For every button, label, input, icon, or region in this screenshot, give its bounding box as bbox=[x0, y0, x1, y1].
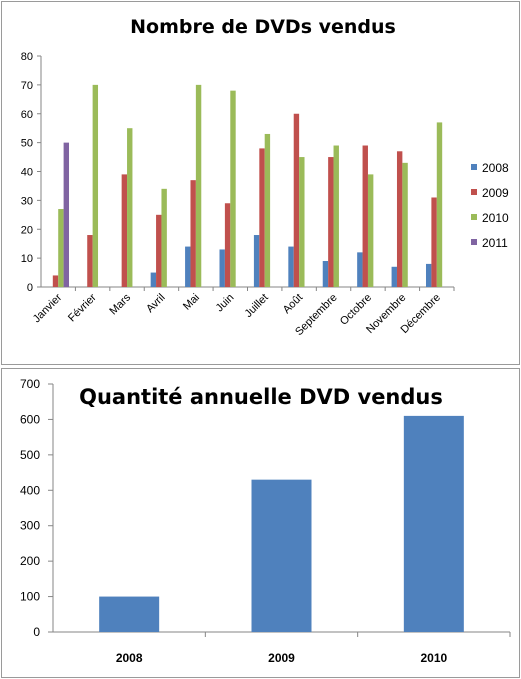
legend-swatch-2011 bbox=[471, 239, 477, 245]
bar-2009 bbox=[396, 151, 403, 287]
bar-2010 bbox=[92, 84, 99, 287]
bar-2008 bbox=[425, 263, 432, 287]
bar-2009 bbox=[224, 203, 231, 287]
bar-2009 bbox=[259, 148, 265, 287]
bar-2010 bbox=[230, 90, 236, 288]
x-tick-label: Février bbox=[66, 291, 99, 324]
bar-2010 bbox=[161, 188, 167, 287]
bar-2011 bbox=[63, 142, 70, 287]
bar-2008 bbox=[150, 272, 157, 287]
bar-2010 bbox=[58, 209, 64, 287]
legend-label: 2011 bbox=[482, 236, 508, 250]
bar-2010 bbox=[195, 84, 202, 287]
bar-2010 bbox=[367, 174, 374, 287]
bar-2008 bbox=[185, 246, 191, 287]
x-tick-label: Août bbox=[281, 292, 305, 316]
y-tick-label: 0 bbox=[33, 625, 40, 639]
bar-2009 bbox=[293, 113, 300, 287]
y-tick-label: 200 bbox=[20, 554, 40, 568]
monthly-chart-panel: Nombre de DVDs vendus 0 10 20 30 40 50 60 70 80 J… bbox=[1, 1, 520, 365]
x-tick-label: 2009 bbox=[268, 651, 295, 665]
bar-2009 bbox=[362, 145, 368, 287]
chart-title: Quantité annuelle DVD vendus bbox=[79, 385, 443, 409]
bar-2008 bbox=[322, 261, 329, 287]
y-tick-label: 60 bbox=[21, 109, 33, 121]
legend-swatch-2009 bbox=[471, 189, 477, 195]
bar-2010 bbox=[436, 122, 443, 287]
x-tick-label: Mars bbox=[107, 291, 133, 317]
bar-2009 bbox=[328, 157, 334, 287]
bar-2009 bbox=[121, 174, 128, 287]
y-tick-label: 80 bbox=[21, 51, 33, 63]
legend-label: 2008 bbox=[482, 161, 509, 175]
x-tick-label: Juillet bbox=[242, 292, 270, 320]
bar bbox=[99, 596, 160, 632]
y-tick-label: 100 bbox=[20, 590, 40, 604]
y-tick-label: 600 bbox=[20, 412, 40, 426]
y-tick-label: 20 bbox=[21, 224, 33, 236]
x-tick-label: 2008 bbox=[116, 651, 143, 665]
bar-2009 bbox=[431, 197, 437, 287]
bar bbox=[403, 415, 464, 632]
legend-label: 2009 bbox=[482, 186, 509, 200]
bar-2008 bbox=[253, 235, 260, 287]
bar-2008 bbox=[219, 249, 225, 287]
bar-2010 bbox=[127, 128, 133, 287]
bar-2009 bbox=[52, 275, 59, 287]
x-tick-label: Mai bbox=[181, 292, 202, 313]
bar-2010 bbox=[333, 145, 339, 287]
bar-2010 bbox=[402, 162, 408, 287]
chart-title: Nombre de DVDs vendus bbox=[130, 16, 396, 38]
y-tick-label: 50 bbox=[21, 138, 33, 150]
monthly-dvd-sales-chart: Nombre de DVDs vendus 0 10 20 30 40 50 60 70 80 J… bbox=[21, 16, 509, 338]
x-tick-label: Janvier bbox=[31, 291, 65, 325]
bar-2008 bbox=[357, 252, 363, 287]
y-tick-label: 40 bbox=[21, 167, 33, 179]
y-tick-label: 300 bbox=[20, 519, 40, 533]
y-tick-label: 500 bbox=[20, 448, 40, 462]
x-tick-label: 2010 bbox=[420, 651, 447, 665]
y-tick-label: 700 bbox=[20, 377, 40, 391]
bar-2008 bbox=[391, 266, 397, 287]
annual-chart-panel: Quantité annuelle DVD vendus 0 100 200 300 4… bbox=[1, 368, 520, 678]
bar-2009 bbox=[156, 214, 162, 287]
bar bbox=[251, 479, 312, 632]
bar-2009 bbox=[87, 235, 93, 287]
bar-2009 bbox=[190, 180, 196, 287]
legend-label: 2010 bbox=[482, 211, 509, 225]
y-tick-label: 10 bbox=[21, 253, 33, 265]
legend-swatch-2008 bbox=[471, 164, 477, 170]
bar-2008 bbox=[288, 246, 294, 287]
y-tick-label: 70 bbox=[21, 80, 33, 92]
bar-2010 bbox=[264, 133, 271, 287]
y-tick-label: 30 bbox=[21, 195, 33, 207]
y-tick-label: 0 bbox=[27, 282, 33, 294]
x-tick-label: Juin bbox=[214, 292, 237, 315]
y-tick-label: 400 bbox=[20, 483, 40, 497]
x-tick-label: Avril bbox=[144, 292, 167, 315]
bar-2010 bbox=[299, 157, 305, 287]
annual-dvd-sales-chart: Quantité annuelle DVD vendus 0 100 200 300 4… bbox=[20, 377, 511, 665]
legend-swatch-2010 bbox=[471, 214, 477, 220]
